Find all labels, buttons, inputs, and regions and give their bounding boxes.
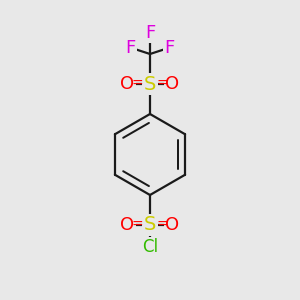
Text: F: F bbox=[164, 39, 174, 57]
Text: O: O bbox=[120, 216, 135, 234]
Text: =: = bbox=[157, 218, 168, 232]
Text: =: = bbox=[132, 218, 143, 232]
Text: O: O bbox=[120, 75, 135, 93]
Text: S: S bbox=[144, 74, 156, 94]
Text: =: = bbox=[132, 77, 143, 91]
Text: Cl: Cl bbox=[142, 238, 158, 256]
Text: S: S bbox=[144, 215, 156, 235]
Text: O: O bbox=[165, 216, 180, 234]
Text: O: O bbox=[165, 75, 180, 93]
Text: =: = bbox=[157, 77, 168, 91]
Text: F: F bbox=[126, 39, 136, 57]
Text: F: F bbox=[145, 24, 155, 42]
